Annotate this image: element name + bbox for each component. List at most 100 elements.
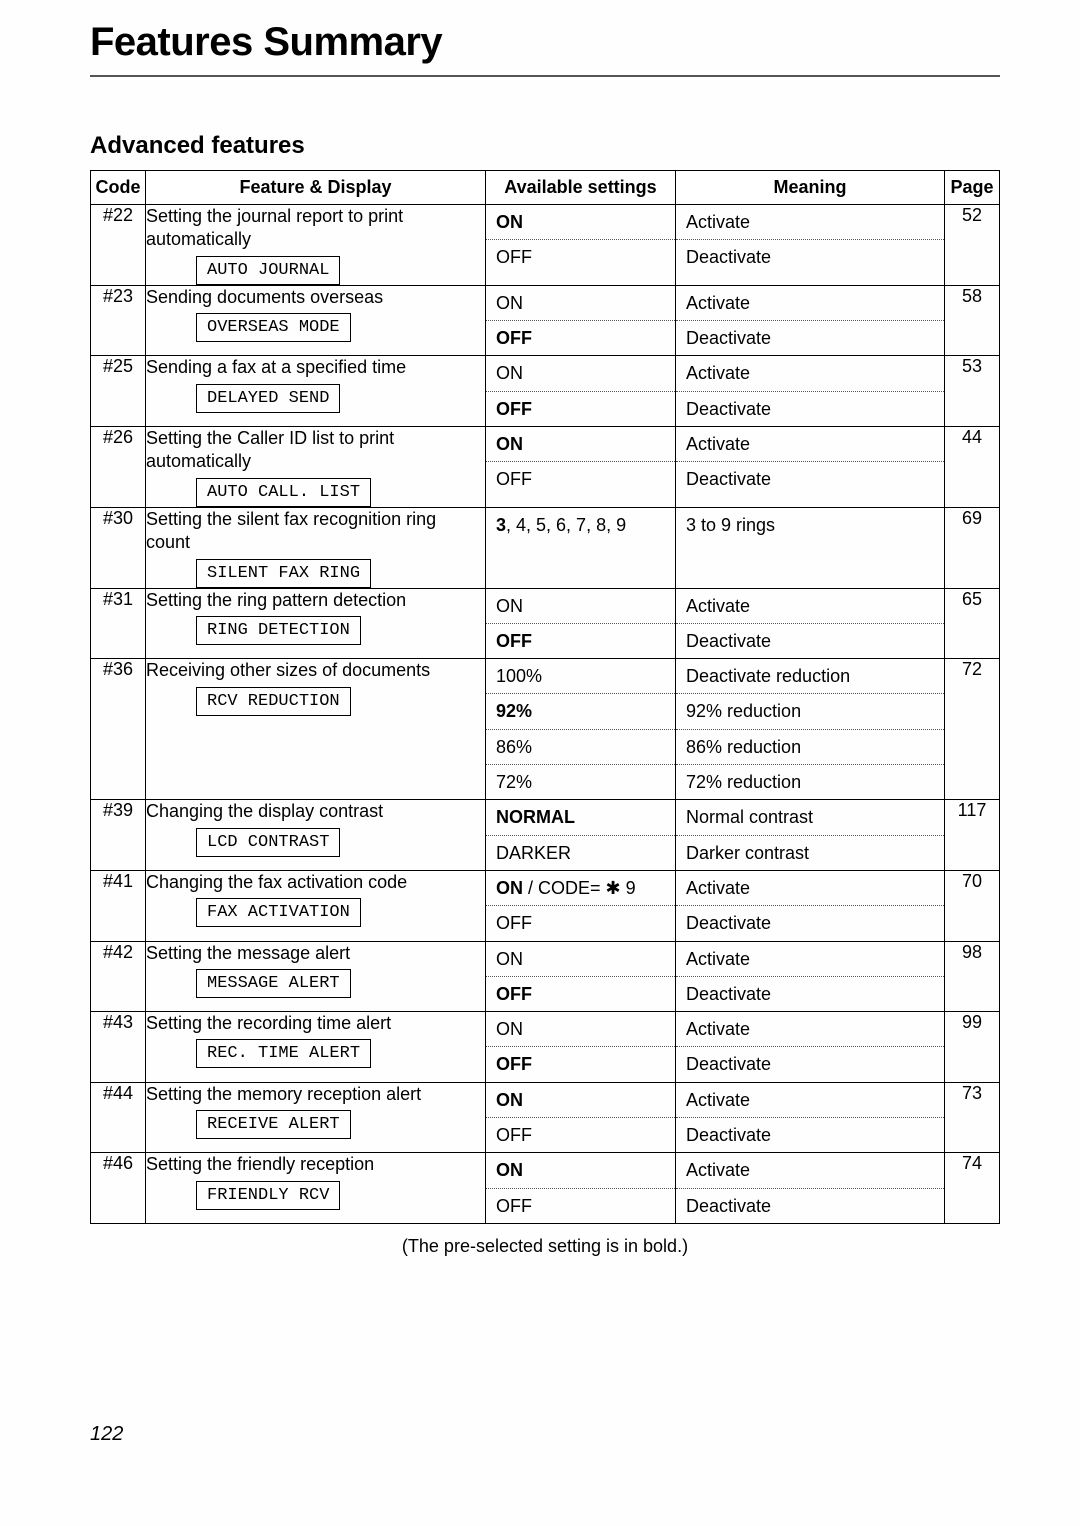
meaning-text: Activate [676, 1012, 944, 1046]
page-cell: 58 [945, 285, 1000, 356]
settings-cell: ONOFF [486, 1082, 676, 1153]
meaning-text: Deactivate [676, 461, 944, 496]
meaning-cell: Deactivate reduction92% reduction86% red… [676, 659, 945, 800]
display-box: LCD CONTRAST [196, 828, 340, 857]
setting-option: OFF [486, 239, 675, 274]
table-row: #44Setting the memory reception alertREC… [91, 1082, 1000, 1153]
header-meaning: Meaning [676, 171, 945, 205]
settings-cell: ONOFF [486, 426, 676, 507]
page-title: Features Summary [90, 20, 1000, 65]
setting-option: ON [486, 589, 675, 623]
meaning-text: Deactivate [676, 320, 944, 355]
display-box: RECEIVE ALERT [196, 1110, 351, 1139]
table-row: #39Changing the display contrastLCD CONT… [91, 800, 1000, 871]
display-box: FRIENDLY RCV [196, 1181, 340, 1210]
feature-description: Changing the fax activation code [146, 871, 485, 894]
meaning-text: 92% reduction [676, 693, 944, 728]
display-box: FAX ACTIVATION [196, 898, 361, 927]
setting-option: ON [486, 942, 675, 976]
feature-description: Setting the friendly reception [146, 1153, 485, 1176]
meaning-text: 3 to 9 rings [676, 508, 944, 542]
feature-cell: Setting the journal report to print auto… [146, 205, 486, 286]
settings-cell: ONOFF [486, 1012, 676, 1083]
header-feature: Feature & Display [146, 171, 486, 205]
feature-description: Sending documents overseas [146, 286, 485, 309]
setting-option: 92% [486, 693, 675, 728]
feature-description: Setting the message alert [146, 942, 485, 965]
meaning-cell: ActivateDeactivate [676, 588, 945, 659]
table-row: #41Changing the fax activation codeFAX A… [91, 870, 1000, 941]
code-cell: #43 [91, 1012, 146, 1083]
feature-cell: Changing the display contrastLCD CONTRAS… [146, 800, 486, 871]
setting-option: OFF [486, 1188, 675, 1223]
table-row: #46Setting the friendly receptionFRIENDL… [91, 1153, 1000, 1224]
display-box: OVERSEAS MODE [196, 313, 351, 342]
feature-cell: Sending documents overseas OVERSEAS MODE [146, 285, 486, 356]
setting-option: 86% [486, 729, 675, 764]
page-cell: 44 [945, 426, 1000, 507]
meaning-cell: ActivateDeactivate [676, 285, 945, 356]
setting-option: ON [486, 1012, 675, 1046]
table-header-row: Code Feature & Display Available setting… [91, 171, 1000, 205]
display-box: REC. TIME ALERT [196, 1039, 371, 1068]
setting-option: ON [486, 356, 675, 390]
setting-option: 72% [486, 764, 675, 799]
title-bar: Features Summary [90, 0, 1000, 77]
meaning-text: 72% reduction [676, 764, 944, 799]
table-row: #25Sending a fax at a specified timeDELA… [91, 356, 1000, 427]
meaning-text: Activate [676, 1153, 944, 1187]
settings-cell: 100%92%86%72% [486, 659, 676, 800]
table-row: #22Setting the journal report to print a… [91, 205, 1000, 286]
feature-cell: Changing the fax activation code FAX ACTI… [146, 870, 486, 941]
feature-description: Setting the ring pattern detection [146, 589, 485, 612]
meaning-cell: 3 to 9 rings [676, 507, 945, 588]
meaning-text: 86% reduction [676, 729, 944, 764]
meaning-text: Activate [676, 1083, 944, 1117]
features-table: Code Feature & Display Available setting… [90, 170, 1000, 1224]
page-cell: 99 [945, 1012, 1000, 1083]
setting-option: DARKER [486, 835, 675, 870]
feature-description: Setting the recording time alert [146, 1012, 485, 1035]
code-cell: #23 [91, 285, 146, 356]
header-code: Code [91, 171, 146, 205]
meaning-cell: ActivateDeactivate [676, 1153, 945, 1224]
page-cell: 70 [945, 870, 1000, 941]
setting-option: OFF [486, 1046, 675, 1081]
meaning-text: Deactivate [676, 976, 944, 1011]
feature-description: Setting the journal report to print auto… [146, 205, 485, 252]
setting-option: ON [486, 205, 675, 239]
settings-cell: 3, 4, 5, 6, 7, 8, 9 [486, 507, 676, 588]
feature-description: Setting the Caller ID list to print auto… [146, 427, 485, 474]
page-cell: 117 [945, 800, 1000, 871]
meaning-text: Deactivate [676, 905, 944, 940]
setting-option: OFF [486, 976, 675, 1011]
page-number: 122 [90, 1423, 123, 1446]
page-cell: 53 [945, 356, 1000, 427]
settings-cell: ONOFF [486, 588, 676, 659]
display-box: RING DETECTION [196, 616, 361, 645]
meaning-text: Normal contrast [676, 800, 944, 834]
setting-option: ON [486, 286, 675, 320]
meaning-text: Activate [676, 942, 944, 976]
table-row: #43Setting the recording time alert REC. … [91, 1012, 1000, 1083]
setting-option: 100% [486, 659, 675, 693]
page-cell: 73 [945, 1082, 1000, 1153]
settings-cell: ONOFF [486, 941, 676, 1012]
meaning-cell: ActivateDeactivate [676, 205, 945, 286]
setting-option: OFF [486, 905, 675, 940]
feature-description: Setting the memory reception alert [146, 1083, 485, 1106]
settings-cell: ON / CODE= ✱ 9OFF [486, 870, 676, 941]
page-cell: 69 [945, 507, 1000, 588]
feature-description: Setting the silent fax recognition ring … [146, 508, 485, 555]
feature-cell: Setting the silent fax recognition ring … [146, 507, 486, 588]
setting-option: 3, 4, 5, 6, 7, 8, 9 [486, 508, 675, 542]
code-cell: #42 [91, 941, 146, 1012]
meaning-text: Activate [676, 205, 944, 239]
setting-option: OFF [486, 1117, 675, 1152]
setting-option: NORMAL [486, 800, 675, 834]
setting-option: ON [486, 1083, 675, 1117]
meaning-text: Activate [676, 356, 944, 390]
header-page: Page [945, 171, 1000, 205]
meaning-text: Deactivate [676, 1046, 944, 1081]
settings-cell: NORMALDARKER [486, 800, 676, 871]
